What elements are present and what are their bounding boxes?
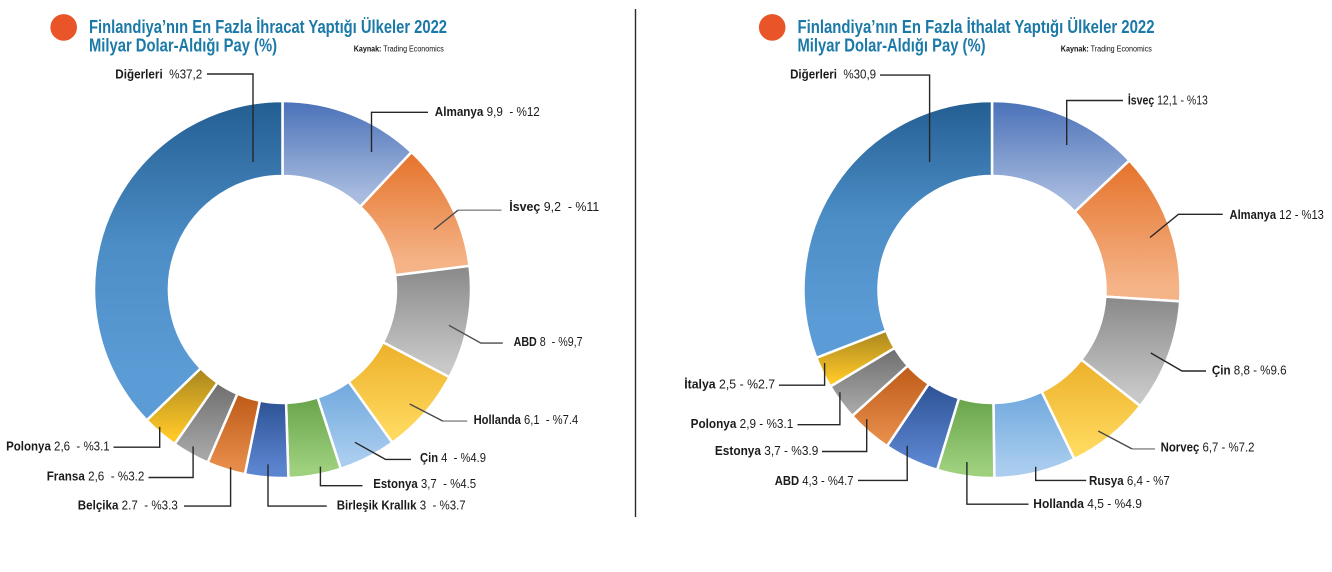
svg-text:Birleşik Krallık 3 - %3.7: Birleşik Krallık 3 - %3.7 bbox=[337, 498, 466, 512]
svg-text:Çin 4 - %4.9: Çin 4 - %4.9 bbox=[420, 451, 486, 465]
svg-text:Belçika 2.7 - %3.3: Belçika 2.7 - %3.3 bbox=[78, 498, 178, 512]
svg-text:Milyar Dolar-Aldığı Pay (%): Milyar Dolar-Aldığı Pay (%) bbox=[89, 35, 277, 56]
svg-text:Hollanda 4,5 - %4.9: Hollanda 4,5 - %4.9 bbox=[1033, 497, 1142, 511]
svg-text:Rusya 6,4 - %7: Rusya 6,4 - %7 bbox=[1089, 474, 1170, 488]
svg-text:Kaynak: Trading Economics: Kaynak: Trading Economics bbox=[1061, 45, 1152, 54]
svg-text:Norveç 6,7 - %7.2: Norveç 6,7 - %7.2 bbox=[1161, 441, 1255, 455]
svg-text:Almanya 12 - %13: Almanya 12 - %13 bbox=[1230, 208, 1324, 222]
svg-text:Polonya 2,9 - %3.1: Polonya 2,9 - %3.1 bbox=[691, 417, 794, 431]
svg-text:Diğerleri %37,2: Diğerleri %37,2 bbox=[115, 68, 202, 82]
svg-text:ABD 8 - %9,7: ABD 8 - %9,7 bbox=[514, 335, 583, 349]
svg-text:Polonya 2,6 - %3.1: Polonya 2,6 - %3.1 bbox=[6, 440, 110, 454]
svg-text:Estonya 3,7 - %3.9: Estonya 3,7 - %3.9 bbox=[715, 444, 818, 458]
svg-text:ABD 4,3 - %4.7: ABD 4,3 - %4.7 bbox=[775, 474, 854, 488]
svg-text:Hollanda 6,1 - %7.4: Hollanda 6,1 - %7.4 bbox=[474, 413, 579, 427]
svg-text:İsveç 9,2 - %11: İsveç 9,2 - %11 bbox=[509, 199, 599, 214]
svg-text:Almanya 9,9 - %12: Almanya 9,9 - %12 bbox=[435, 105, 540, 119]
svg-text:Fransa 2,6 - %3.2: Fransa 2,6 - %3.2 bbox=[47, 470, 145, 484]
svg-text:Kaynak: Trading Economics: Kaynak: Trading Economics bbox=[354, 45, 444, 54]
svg-text:Finlandiya’nın En Fazla İhraca: Finlandiya’nın En Fazla İhracat Yaptığı … bbox=[89, 16, 447, 37]
svg-text:Estonya 3,7 - %4.5: Estonya 3,7 - %4.5 bbox=[373, 477, 476, 491]
svg-text:İsveç 12,1 - %13: İsveç 12,1 - %13 bbox=[1128, 93, 1208, 108]
svg-text:Diğerleri %30,9: Diğerleri %30,9 bbox=[790, 68, 876, 82]
svg-text:İtalya 2,5 - %2.7: İtalya 2,5 - %2.7 bbox=[684, 377, 775, 392]
svg-text:Finlandiya’nın En Fazla İthala: Finlandiya’nın En Fazla İthalat Yaptığı … bbox=[798, 16, 1155, 37]
svg-text:Çin 8,8 - %9.6: Çin 8,8 - %9.6 bbox=[1212, 364, 1287, 378]
svg-text:Milyar Dolar-Aldığı Pay (%): Milyar Dolar-Aldığı Pay (%) bbox=[798, 35, 986, 56]
